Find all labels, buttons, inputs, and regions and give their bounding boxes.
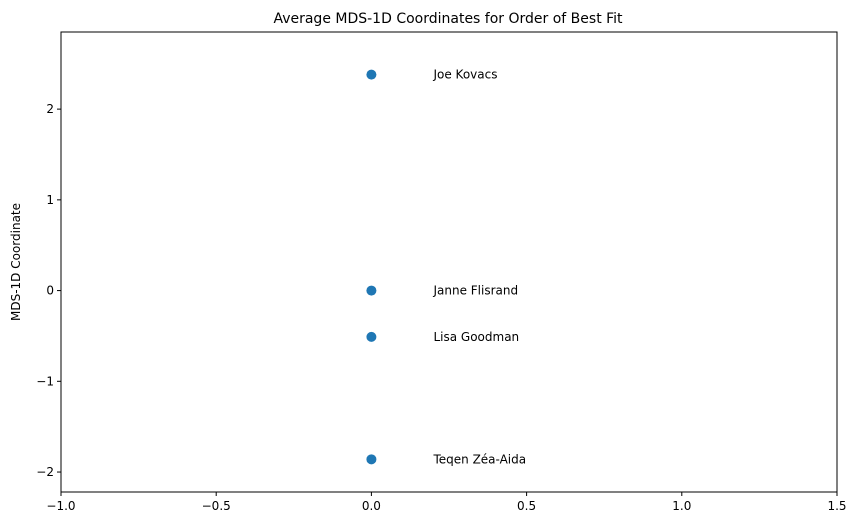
- y-axis-label: MDS-1D Coordinate: [9, 203, 23, 321]
- point-label: Joe Kovacs: [432, 68, 497, 82]
- point-label: Janne Flisrand: [432, 284, 518, 298]
- point-annotations: Joe Kovacs Janne Flisrand Lisa Goodman Teqe…: [432, 68, 526, 467]
- point-label: Teqen Zéa-Aida: [432, 452, 526, 466]
- x-tick-label: 1.0: [672, 499, 691, 513]
- data-point: [366, 285, 377, 296]
- y-tick-label: 2: [46, 102, 54, 116]
- data-point: [366, 69, 377, 80]
- x-tick-label: 1.5: [827, 499, 846, 513]
- x-axis: −1.0 −0.5 0.0 0.5 1.0 1.5: [46, 492, 847, 513]
- y-tick-label: −2: [36, 465, 54, 479]
- chart-title: Average MDS-1D Coordinates for Order of …: [273, 11, 623, 27]
- data-point: [366, 331, 377, 342]
- x-tick-label: −0.5: [202, 499, 231, 513]
- plot-area-frame: [60, 31, 838, 493]
- x-tick-label: 0.5: [517, 499, 536, 513]
- y-tick-label: −1: [36, 374, 54, 388]
- data-points: [366, 69, 377, 465]
- x-tick-label: −1.0: [46, 499, 75, 513]
- y-tick-label: 0: [46, 284, 54, 298]
- data-point: [366, 454, 377, 465]
- y-tick-label: 1: [46, 193, 54, 207]
- point-label: Lisa Goodman: [433, 330, 519, 344]
- x-tick-label: 0.0: [362, 499, 381, 513]
- y-axis: −2 −1 0 1 2: [36, 102, 61, 479]
